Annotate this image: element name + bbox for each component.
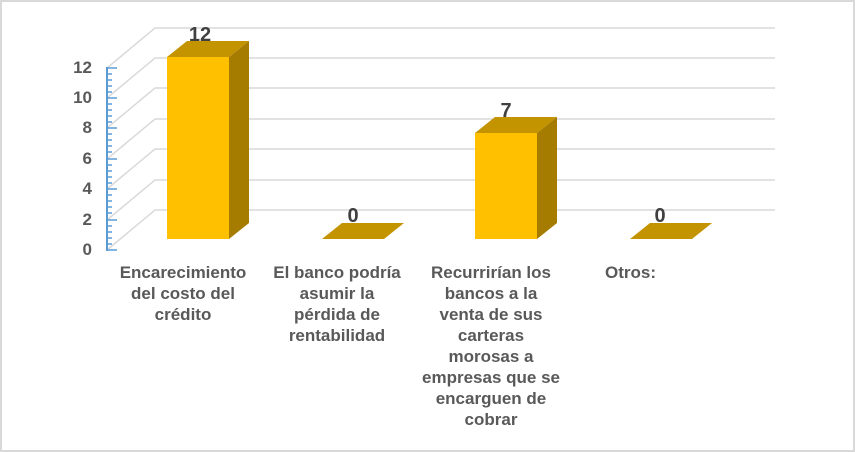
category-line: crédito xyxy=(154,305,212,324)
y-tick-6: 6 xyxy=(82,149,92,168)
y-tick-8: 8 xyxy=(82,118,92,137)
category-line: Otros: xyxy=(605,263,656,282)
category-line: bancos a la xyxy=(444,284,538,303)
category-label-3: Recurrirían los bancos a la venta de sus… xyxy=(411,262,571,430)
data-label-bar-3: 7 xyxy=(500,100,512,122)
data-label-bar-4: 0 xyxy=(654,205,666,227)
y-tick-2: 2 xyxy=(82,210,92,229)
category-line: Encarecimiento xyxy=(119,263,247,282)
category-line: morosas a xyxy=(448,347,534,366)
category-line: carteras xyxy=(457,326,525,345)
y-tick-10: 10 xyxy=(73,88,92,107)
bar-banco-perdida[interactable] xyxy=(322,223,404,239)
y-axis xyxy=(106,67,117,251)
category-label-1: Encarecimiento del costo del crédito xyxy=(103,262,263,325)
category-line: encarguen de xyxy=(435,389,547,408)
gridlines xyxy=(106,27,775,251)
y-tick-0: 0 xyxy=(82,240,92,259)
category-line: cobrar xyxy=(464,410,518,429)
category-line: asumir la xyxy=(299,284,375,303)
category-line: rentabilidad xyxy=(288,326,386,345)
category-line: Recurrirían los xyxy=(431,263,551,282)
bar-otros[interactable] xyxy=(630,223,712,239)
y-tick-4: 4 xyxy=(82,179,92,198)
category-label-4: Otros: xyxy=(605,262,675,283)
category-line: empresas que se xyxy=(422,368,560,387)
category-line: pérdida de xyxy=(294,305,380,324)
data-label-bar-2: 0 xyxy=(347,205,359,227)
data-label-bar-1: 12 xyxy=(188,24,212,46)
category-line: El banco podría xyxy=(273,263,401,282)
bar-encarecimiento[interactable] xyxy=(167,41,249,239)
category-line: venta de sus xyxy=(439,305,543,324)
bar-recurririan-bancos[interactable] xyxy=(475,117,557,239)
category-label-2: El banco podría asumir la pérdida de ren… xyxy=(257,262,417,346)
y-tick-12: 12 xyxy=(73,58,92,77)
category-line: del costo del xyxy=(131,284,235,303)
